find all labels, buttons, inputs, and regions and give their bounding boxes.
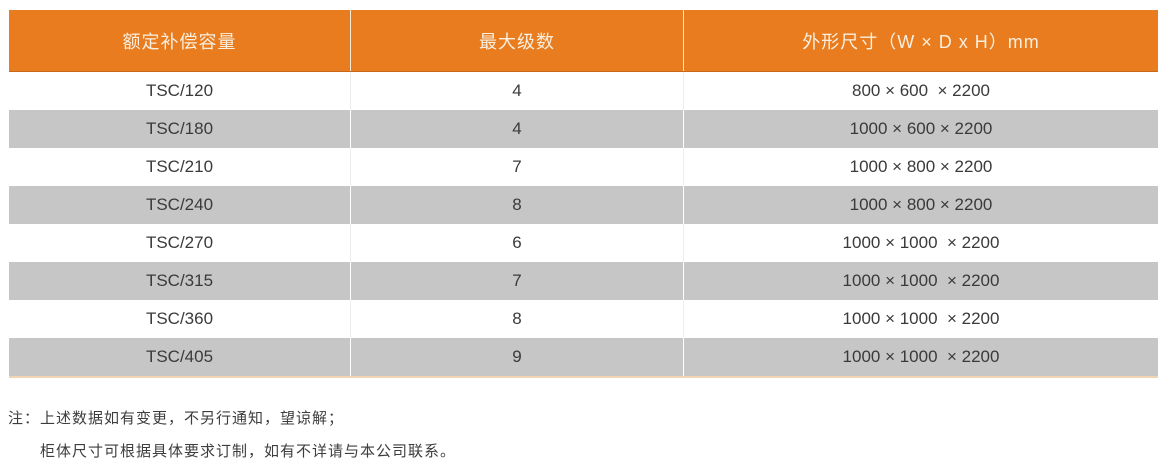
column-header-rated-compensation-capacity: 额定补偿容量: [122, 31, 237, 52]
cell-model: TSC/120: [145, 81, 214, 100]
cell-dimensions: 1000 × 600 × 2200: [683, 110, 1158, 148]
cell-max-stages: 4: [350, 72, 683, 110]
footnote-prefix: 注：: [8, 410, 41, 427]
cell-dimensions: 1000 × 1000 × 2200: [683, 224, 1158, 262]
cell-dimensions: 800 × 600 × 2200: [683, 72, 1158, 110]
cell-dimensions: 1000 × 1000 × 2200: [683, 338, 1158, 376]
table-row: TSC/240 8 1000 × 800 × 2200: [9, 186, 1158, 224]
cell-dimensions: 1000 × 800 × 2200: [683, 186, 1158, 224]
cell-max-stages: 4: [350, 110, 683, 148]
spec-table: 额定补偿容量 最大级数 外形尺寸（W × D x H）mm TSC/120 4 …: [9, 10, 1158, 378]
cell-max-stages: 8: [350, 300, 683, 338]
cell-max-stages: 7: [350, 148, 683, 186]
cell-max-stages: 7: [350, 262, 683, 300]
column-header-max-stages: 最大级数: [350, 10, 683, 71]
cell-dimensions: 1000 × 1000 × 2200: [683, 262, 1158, 300]
cell-model: TSC/270: [145, 233, 214, 252]
cell-model: TSC/315: [145, 271, 214, 290]
table-row: TSC/270 6 1000 × 1000 × 2200: [9, 224, 1158, 262]
table-row: TSC/120 4 800 × 600 × 2200: [9, 72, 1158, 110]
cell-model: TSC/240: [145, 195, 214, 214]
cell-max-stages: 8: [350, 186, 683, 224]
cell-model: TSC/180: [145, 119, 214, 138]
footnote-line-1: 上述数据如有变更，不另行通知，望谅解；: [40, 410, 345, 427]
cell-dimensions: 1000 × 800 × 2200: [683, 148, 1158, 186]
table-row: TSC/405 9 1000 × 1000 × 2200: [9, 338, 1158, 376]
table-row: TSC/210 7 1000 × 800 × 2200: [9, 148, 1158, 186]
footnote-line-2: 柜体尺寸可根据具体要求订制，如有不详请与本公司联系。: [40, 443, 457, 460]
cell-dimensions: 1000 × 1000 × 2200: [683, 300, 1158, 338]
table-header-row: 额定补偿容量 最大级数 外形尺寸（W × D x H）mm: [9, 10, 1158, 72]
table-row: TSC/360 8 1000 × 1000 × 2200: [9, 300, 1158, 338]
cell-max-stages: 6: [350, 224, 683, 262]
table-row: TSC/315 7 1000 × 1000 × 2200: [9, 262, 1158, 300]
cell-model: TSC/405: [145, 347, 214, 366]
column-header-dimensions: 外形尺寸（W × D x H）mm: [683, 10, 1158, 71]
footnotes: 注： 上述数据如有变更，不另行通知，望谅解； 柜体尺寸可根据具体要求订制，如有不…: [8, 402, 456, 468]
cell-model: TSC/210: [145, 157, 214, 176]
cell-model: TSC/360: [145, 309, 214, 328]
table-row: TSC/180 4 1000 × 600 × 2200: [9, 110, 1158, 148]
cell-max-stages: 9: [350, 338, 683, 376]
